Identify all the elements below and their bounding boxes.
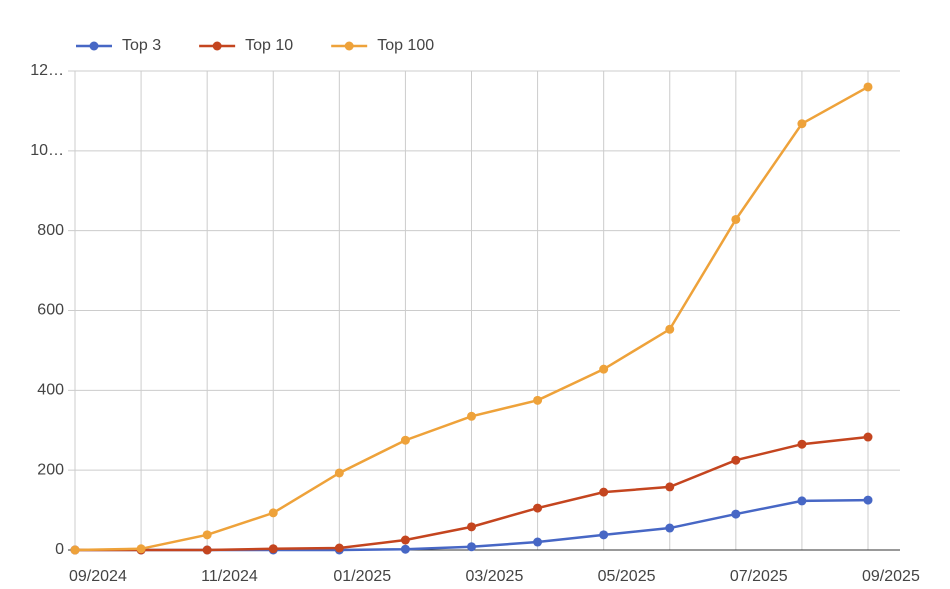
data-point: [731, 455, 741, 465]
data-point: [599, 530, 609, 540]
y-tick-label: 12…: [30, 62, 64, 79]
data-point: [599, 487, 609, 497]
y-tick-label: 200: [37, 461, 64, 478]
legend-marker[interactable]: [212, 41, 222, 51]
x-tick-label: 05/2025: [598, 568, 656, 585]
data-point: [797, 119, 807, 129]
x-tick-label: 09/2025: [862, 568, 920, 585]
data-point: [70, 545, 80, 555]
data-point: [467, 411, 476, 421]
legend-label[interactable]: Top 100: [377, 37, 434, 54]
legend-marker[interactable]: [344, 41, 354, 51]
data-point: [467, 522, 476, 532]
data-point: [797, 439, 807, 449]
legend-label[interactable]: Top 10: [245, 37, 293, 54]
data-point: [400, 544, 410, 554]
data-point: [400, 535, 410, 545]
y-tick-label: 0: [55, 541, 64, 558]
y-tick-label: 400: [37, 382, 64, 399]
data-point: [665, 324, 675, 334]
x-tick-label: 03/2025: [466, 568, 524, 585]
x-tick-label: 07/2025: [730, 568, 788, 585]
y-tick-label: 600: [37, 302, 64, 319]
data-point: [797, 496, 807, 506]
x-tick-label: 11/2024: [201, 568, 258, 585]
data-point: [268, 508, 278, 518]
data-point: [334, 468, 344, 478]
data-point: [863, 495, 873, 505]
x-tick-label: 01/2025: [333, 568, 391, 585]
data-point: [334, 543, 344, 553]
data-point: [268, 544, 278, 554]
data-point: [136, 544, 146, 554]
data-point: [467, 542, 476, 552]
data-point: [533, 537, 543, 547]
y-tick-label: 800: [37, 222, 64, 239]
data-point: [533, 395, 543, 405]
data-point: [665, 482, 675, 492]
legend-label[interactable]: Top 3: [122, 37, 161, 54]
data-point: [202, 545, 212, 555]
data-point: [863, 82, 873, 92]
data-point: [863, 432, 873, 442]
y-tick-label: 10…: [30, 142, 64, 159]
legend-marker[interactable]: [89, 41, 99, 51]
data-point: [731, 214, 741, 224]
data-point: [599, 364, 609, 374]
x-tick-label: 09/2024: [69, 568, 127, 585]
data-point: [533, 503, 543, 513]
data-point: [665, 523, 675, 533]
data-point: [400, 435, 410, 445]
data-point: [731, 509, 741, 519]
data-point: [202, 530, 212, 540]
